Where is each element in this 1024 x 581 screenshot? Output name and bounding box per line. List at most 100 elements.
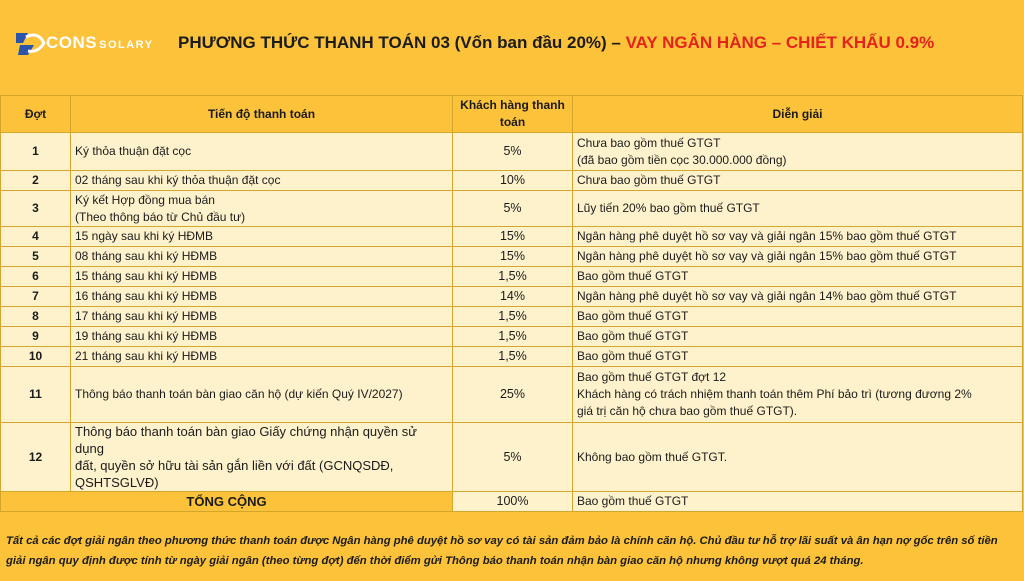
cell-progress: Ký kết Hợp đồng mua bán (Theo thông báo t… bbox=[70, 190, 453, 227]
table-header-row: Đợt Tiến độ thanh toán Khách hàng thanh … bbox=[0, 95, 1023, 133]
cell-line: 08 tháng sau khi ký HĐMB bbox=[75, 249, 218, 263]
logo-sub: SOLARY bbox=[99, 39, 154, 51]
cell-line: Ngân hàng phê duyệt hồ sơ vay và giải ng… bbox=[577, 249, 957, 263]
cell-notes: Bao gồm thuế GTGT bbox=[572, 306, 1023, 327]
header: CONS SOLARY PHƯƠNG THỨC THANH TOÁN 03 (Vố… bbox=[0, 0, 1024, 92]
cell-dot: 6 bbox=[0, 266, 71, 287]
cell-line: Bao gồm thuế GTGT bbox=[577, 349, 689, 363]
cell-percent: 15% bbox=[452, 226, 573, 247]
cell-progress: 21 tháng sau khi ký HĐMB bbox=[70, 346, 453, 367]
cell-progress: 19 tháng sau khi ký HĐMB bbox=[70, 326, 453, 347]
cell-percent: 5% bbox=[452, 190, 573, 227]
cell-progress: Ký thỏa thuận đặt cọc bbox=[70, 132, 453, 171]
cell-line: Không bao gồm thuế GTGT. bbox=[577, 449, 728, 464]
cell-percent: 1,5% bbox=[452, 266, 573, 287]
cell-percent: 1,5% bbox=[452, 346, 573, 367]
logo-brand: CONS bbox=[46, 33, 98, 52]
cell-percent: 5% bbox=[452, 422, 573, 492]
cell-dot: 10 bbox=[0, 346, 71, 367]
table-row: 1 Ký thỏa thuận đặt cọc 5% Chưa bao gồm thu… bbox=[0, 132, 1023, 171]
col-header-progress: Tiến độ thanh toán bbox=[70, 95, 453, 133]
cell-notes: Ngân hàng phê duyệt hồ sơ vay và giải ng… bbox=[572, 226, 1023, 247]
cell-line: Chưa bao gồm thuế GTGT bbox=[577, 173, 721, 187]
cell-line: 17 tháng sau khi ký HĐMB bbox=[75, 309, 218, 323]
cell-percent: 25% bbox=[452, 366, 573, 423]
cell-progress: 16 tháng sau khi ký HĐMB bbox=[70, 286, 453, 307]
col-header-notes: Diễn giải bbox=[572, 95, 1023, 133]
table-row: 10 21 tháng sau khi ký HĐMB 1,5% Bao gồm th… bbox=[0, 346, 1023, 367]
cell-line: Khách hàng có trách nhiệm thanh toán thê… bbox=[577, 387, 972, 401]
title-main: PHƯƠNG THỨC THANH TOÁN 03 (Vốn ban đầu 2… bbox=[178, 33, 626, 52]
cell-dot: 7 bbox=[0, 286, 71, 307]
cell-line: 16 tháng sau khi ký HĐMB bbox=[75, 289, 218, 303]
total-notes: Bao gồm thuế GTGT bbox=[572, 491, 1023, 512]
table-row: 12 Thông báo thanh toán bàn giao Giấy chứ… bbox=[0, 422, 1023, 492]
cell-percent: 14% bbox=[452, 286, 573, 307]
table-row: 6 15 tháng sau khi ký HĐMB 1,5% Bao gồm thu… bbox=[0, 266, 1023, 287]
table-row: 2 02 tháng sau khi ký thỏa thuận đặt cọc 1… bbox=[0, 170, 1023, 191]
table-row: 11 Thông báo thanh toán bàn giao căn hộ (… bbox=[0, 366, 1023, 423]
cell-dot: 4 bbox=[0, 226, 71, 247]
cell-notes: Ngân hàng phê duyệt hồ sơ vay và giải ng… bbox=[572, 246, 1023, 267]
cell-percent: 1,5% bbox=[452, 326, 573, 347]
cell-progress: 17 tháng sau khi ký HĐMB bbox=[70, 306, 453, 327]
cell-progress: 15 tháng sau khi ký HĐMB bbox=[70, 266, 453, 287]
cell-dot: 12 bbox=[0, 422, 71, 492]
cell-notes: Lũy tiến 20% bao gồm thuế GTGT bbox=[572, 190, 1023, 227]
cell-progress: Thông báo thanh toán bàn giao căn hộ (dự… bbox=[70, 366, 453, 423]
total-percent: 100% bbox=[452, 491, 573, 512]
cell-line: QSHTSGLVĐ) bbox=[75, 475, 159, 490]
cell-notes: Bao gồm thuế GTGT bbox=[572, 326, 1023, 347]
table-row: 4 15 ngày sau khi ký HĐMB 15% Ngân hàng phê… bbox=[0, 226, 1023, 247]
logo: CONS SOLARY bbox=[14, 28, 154, 58]
cell-line: giá trị căn hộ chưa bao gồm thuế GTGT). bbox=[577, 404, 798, 418]
cell-line: Thông báo thanh toán bàn giao căn hộ (dự… bbox=[75, 387, 403, 401]
cell-line: Ngân hàng phê duyệt hồ sơ vay và giải ng… bbox=[577, 289, 957, 303]
cell-line: (đã bao gồm tiền cọc 30.000.000 đồng) bbox=[577, 152, 787, 167]
cell-line: (Theo thông báo từ Chủ đầu tư) bbox=[75, 209, 246, 224]
cell-line: Bao gồm thuế GTGT bbox=[577, 269, 689, 283]
cell-notes: Ngân hàng phê duyệt hồ sơ vay và giải ng… bbox=[572, 286, 1023, 307]
cell-notes: Bao gồm thuế GTGT bbox=[572, 266, 1023, 287]
table-row: 5 08 tháng sau khi ký HĐMB 15% Ngân hàng ph… bbox=[0, 246, 1023, 267]
cell-dot: 2 bbox=[0, 170, 71, 191]
col-header-percent: Khách hàng thanh toán bbox=[452, 95, 573, 133]
cell-line: đất, quyền sở hữu tài sản gắn liền với đ… bbox=[75, 458, 394, 473]
table-row: 9 19 tháng sau khi ký HĐMB 1,5% Bao gồm thu… bbox=[0, 326, 1023, 347]
cell-line: Ngân hàng phê duyệt hồ sơ vay và giải ng… bbox=[577, 229, 957, 243]
cell-dot: 3 bbox=[0, 190, 71, 227]
footnote: Tất cả các đợt giải ngân theo phương thứ… bbox=[6, 535, 998, 567]
cell-line: Ký thỏa thuận đặt cọc bbox=[75, 144, 192, 158]
cell-percent: 1,5% bbox=[452, 306, 573, 327]
cell-percent: 5% bbox=[452, 132, 573, 171]
col-header-dot: Đợt bbox=[0, 95, 71, 133]
cell-line: Lũy tiến 20% bao gồm thuế GTGT bbox=[577, 201, 760, 215]
cell-dot: 8 bbox=[0, 306, 71, 327]
cell-line: Bao gồm thuế GTGT đợt 12 bbox=[577, 370, 727, 384]
cell-line: Bao gồm thuế GTGT bbox=[577, 309, 689, 323]
cell-line: 02 tháng sau khi ký thỏa thuận đặt cọc bbox=[75, 173, 281, 187]
cell-line: Thông báo thanh toán bàn giao Giấy chứng… bbox=[75, 424, 417, 456]
title-highlight: VAY NGÂN HÀNG – CHIẾT KHẤU 0.9% bbox=[625, 33, 935, 52]
table-row: 8 17 tháng sau khi ký HĐMB 1,5% Bao gồm thu… bbox=[0, 306, 1023, 327]
cell-line: Chưa bao gồm thuế GTGT bbox=[577, 135, 721, 150]
cell-line: Ký kết Hợp đồng mua bán bbox=[75, 192, 215, 207]
cell-dot: 5 bbox=[0, 246, 71, 267]
cell-line: Bao gồm thuế GTGT bbox=[577, 329, 689, 343]
logo-text: CONS SOLARY bbox=[46, 33, 154, 53]
cell-progress: 15 ngày sau khi ký HĐMB bbox=[70, 226, 453, 247]
table-row: 3 Ký kết Hợp đồng mua bán (Theo thông báo … bbox=[0, 190, 1023, 227]
cell-line: 21 tháng sau khi ký HĐMB bbox=[75, 349, 218, 363]
cell-progress: Thông báo thanh toán bàn giao Giấy chứng… bbox=[70, 422, 453, 492]
cell-notes: Không bao gồm thuế GTGT. bbox=[572, 422, 1023, 492]
total-row: TỔNG CỘNG 100% Bao gồm thuế GTGT bbox=[0, 491, 1023, 512]
cell-percent: 15% bbox=[452, 246, 573, 267]
total-label: TỔNG CỘNG bbox=[0, 491, 453, 512]
table-row: 7 16 tháng sau khi ký HĐMB 14% Ngân hàng ph… bbox=[0, 286, 1023, 307]
cell-notes: Chưa bao gồm thuế GTGT bbox=[572, 170, 1023, 191]
cell-notes: Bao gồm thuế GTGT đợt 12 Khách hàng có tr… bbox=[572, 366, 1023, 423]
cell-line: 19 tháng sau khi ký HĐMB bbox=[75, 329, 218, 343]
cell-line: 15 tháng sau khi ký HĐMB bbox=[75, 269, 218, 283]
cell-line: 15 ngày sau khi ký HĐMB bbox=[75, 229, 214, 243]
cell-dot: 1 bbox=[0, 132, 71, 171]
